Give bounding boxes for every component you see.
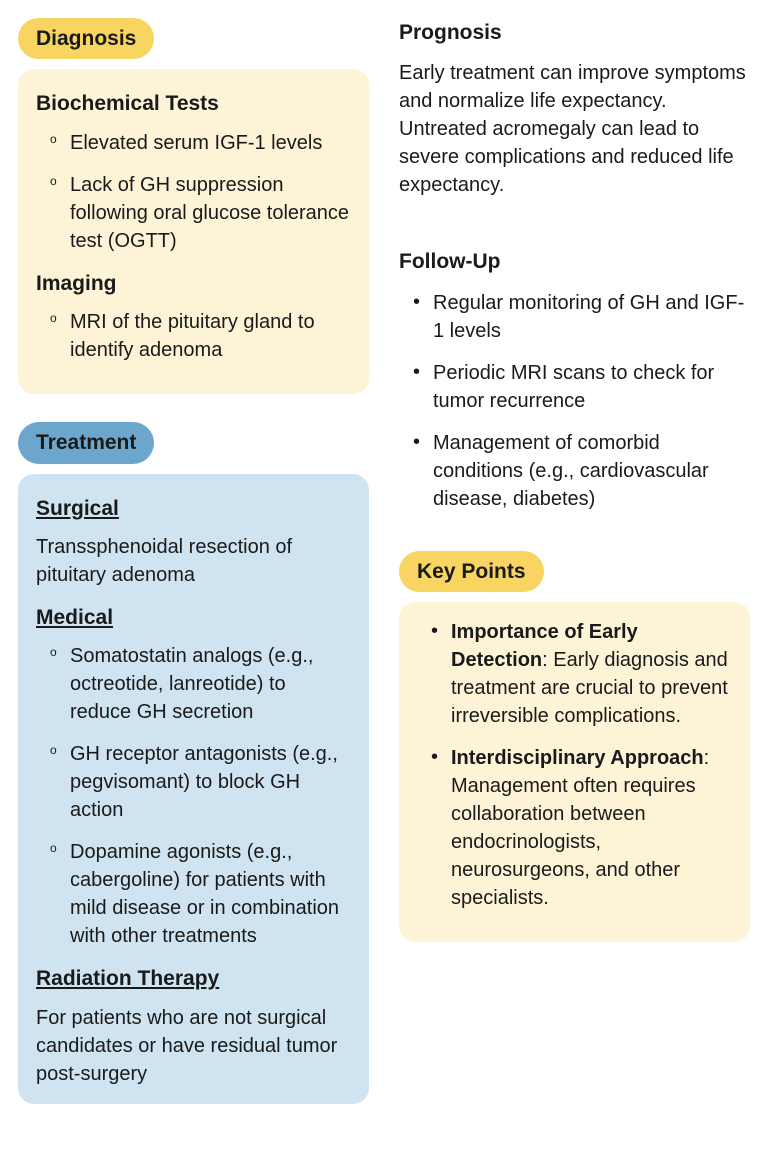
diagnosis-badge: Diagnosis [18,18,154,59]
keypoints-section: Key Points Importance of Early Detection… [399,551,750,942]
list-item: Regular monitoring of GH and IGF-1 level… [413,289,750,345]
biochem-tests-list: Elevated serum IGF-1 levels Lack of GH s… [36,129,351,255]
medical-title: Medical [36,603,351,632]
treatment-card: Surgical Transsphenoidal resection of pi… [18,474,369,1104]
list-item: Periodic MRI scans to check for tumor re… [413,359,750,415]
left-column: Diagnosis Biochemical Tests Elevated ser… [18,18,369,1132]
list-item: Management of comorbid conditions (e.g.,… [413,429,750,513]
treatment-badge: Treatment [18,422,154,463]
prognosis-title: Prognosis [399,18,750,47]
list-item: Elevated serum IGF-1 levels [50,129,351,157]
list-item: GH receptor antagonists (e.g., pegvisoma… [50,740,351,824]
prognosis-text: Early treatment can improve symptoms and… [399,59,750,199]
list-item: Somatostatin analogs (e.g., octreotide, … [50,642,351,726]
keypoints-badge: Key Points [399,551,544,592]
imaging-title: Imaging [36,269,351,298]
followup-list: Regular monitoring of GH and IGF-1 level… [399,289,750,513]
spacer [399,541,750,551]
surgical-title: Surgical [36,494,351,523]
diagnosis-section: Diagnosis Biochemical Tests Elevated ser… [18,18,369,394]
followup-section: Follow-Up Regular monitoring of GH and I… [399,247,750,512]
radiation-text: For patients who are not surgical candid… [36,1004,351,1088]
medical-list: Somatostatin analogs (e.g., octreotide, … [36,642,351,950]
prognosis-section: Prognosis Early treatment can improve sy… [399,18,750,199]
biochem-tests-title: Biochemical Tests [36,89,351,118]
diagnosis-card: Biochemical Tests Elevated serum IGF-1 l… [18,69,369,394]
surgical-text: Transsphenoidal resection of pituitary a… [36,533,351,589]
treatment-section: Treatment Surgical Transsphenoidal resec… [18,422,369,1104]
keypoints-list: Importance of Early Detection: Early dia… [417,618,732,912]
keypoints-card: Importance of Early Detection: Early dia… [399,602,750,942]
followup-title: Follow-Up [399,247,750,276]
list-item: Interdisciplinary Approach: Management o… [431,744,732,912]
list-item: Lack of GH suppression following oral gl… [50,171,351,255]
keypoint-rest: : Management often requires collaboratio… [451,747,709,909]
radiation-title: Radiation Therapy [36,964,351,993]
keypoint-bold: Interdisciplinary Approach [451,747,704,769]
two-column-layout: Diagnosis Biochemical Tests Elevated ser… [18,18,750,1132]
imaging-list: MRI of the pituitary gland to identify a… [36,308,351,364]
right-column: Prognosis Early treatment can improve sy… [399,18,750,1132]
list-item: Importance of Early Detection: Early dia… [431,618,732,730]
spacer [399,227,750,247]
list-item: MRI of the pituitary gland to identify a… [50,308,351,364]
list-item: Dopamine agonists (e.g., cabergoline) fo… [50,838,351,950]
